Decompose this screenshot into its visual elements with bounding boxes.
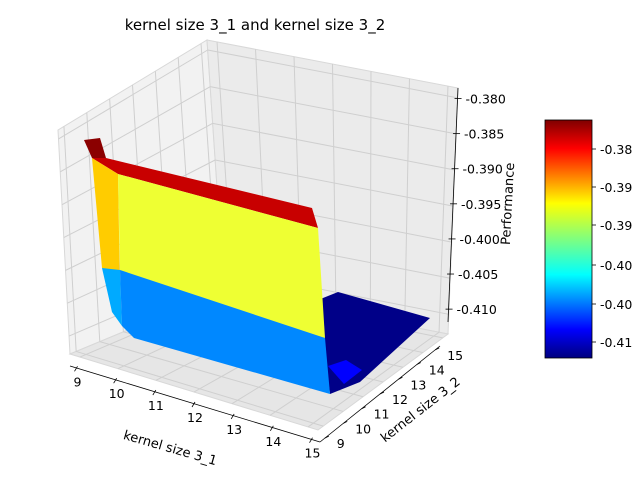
grid-line-x-wall: [332, 63, 337, 313]
x-tick-label: 12: [187, 410, 203, 425]
z-axis-label: Performance: [499, 162, 518, 245]
colorbar-tick-label: -0.39: [600, 180, 632, 195]
grid-line-x-wall: [369, 71, 372, 319]
y-tick-mark: [361, 406, 366, 410]
grid-line-x-wall: [404, 78, 410, 326]
grid-line-z-right: [210, 86, 457, 135]
z-tick-label: -0.395: [461, 197, 501, 212]
x-axis-label: kernel size 3_1: [121, 428, 218, 469]
y-tick-label: 13: [410, 377, 426, 392]
x-tick-mark: [191, 401, 196, 408]
x-tick-mark: [269, 425, 274, 432]
y-tick-mark: [398, 376, 403, 380]
z-tick-label: -0.405: [458, 267, 498, 282]
grid-line-y: [99, 341, 344, 412]
colorbar-tick-label: -0.41: [600, 335, 632, 350]
surface-ridge: [84, 138, 106, 158]
chart-title: kernel size 3_1 and kernel size 3_2: [125, 16, 386, 35]
z-axis: -0.380 -0.385 -0.390 -0.395 -0.400 -0.405 -0.4…: [445, 87, 518, 323]
grid-line-z-left: [59, 86, 211, 173]
x-tick-label: 10: [109, 386, 125, 401]
grid-line-z-right: [215, 159, 454, 207]
surface-lower-wall: [120, 270, 330, 394]
y-tick-mark: [416, 362, 421, 365]
grid-line-z-right: [207, 49, 458, 99]
colorbar-tick-label: -0.38: [600, 142, 632, 157]
x-tick-label: 15: [305, 446, 321, 461]
y-tick-label: 9: [337, 436, 345, 451]
colorbar-gradient: [544, 119, 593, 359]
surface-floor-strip: [328, 360, 362, 384]
grid-line-z-right: [212, 122, 455, 171]
z-tick-label: -0.390: [463, 162, 503, 177]
grid-line-z-left: [61, 122, 213, 206]
surface: [84, 138, 430, 394]
colorbar-tick-label: -0.40: [600, 297, 632, 312]
y-tick-mark: [435, 347, 440, 351]
y-tick-label: 14: [429, 363, 445, 378]
y-tick-mark: [343, 421, 348, 424]
x-tick-mark: [230, 413, 235, 420]
y-tick-label: 11: [374, 407, 390, 422]
surface-left-lower: [102, 268, 122, 326]
colorbar: -0.38 -0.39 -0.39 -0.40 -0.40 -0.41: [544, 119, 632, 359]
surface-left-edge: [92, 158, 120, 290]
y-tick-label: 10: [355, 421, 371, 436]
x-tick-mark: [74, 366, 78, 372]
colorbar-tick-label: -0.40: [600, 258, 632, 273]
x-tick-label: 14: [265, 434, 281, 449]
surface-top-band: [92, 158, 318, 228]
y-tick-mark: [379, 391, 385, 395]
x-tick-mark: [152, 389, 157, 396]
z-tick-label: -0.410: [457, 302, 497, 317]
x-tick-mark: [113, 377, 118, 384]
grid-line-x-wall: [438, 86, 449, 333]
y-tick-mark: [324, 435, 329, 439]
grid-line-y-wall: [63, 126, 77, 352]
x-tick-label: 11: [148, 398, 164, 413]
colorbar-tick-label: -0.39: [600, 218, 632, 233]
y-tick-label: 15: [447, 348, 463, 363]
z-tick-label: -0.380: [466, 92, 506, 107]
z-tick-label: -0.385: [464, 127, 504, 142]
z-tick-label: -0.400: [460, 232, 500, 247]
colorbar-tick-labels: -0.38 -0.39 -0.39 -0.40 -0.40 -0.41: [592, 142, 632, 350]
x-tick-labels: 9 10 11 12 13 14 15: [74, 366, 321, 461]
z-tick-labels: -0.380 -0.385 -0.390 -0.395 -0.400 -0.405 -0.4…: [445, 92, 506, 317]
grid-line-z-left: [58, 49, 208, 140]
x-tick-label: 13: [226, 422, 242, 437]
x-tick-label: 9: [74, 374, 82, 389]
grid-line-y: [76, 350, 324, 427]
y-tick-label: 12: [392, 392, 408, 407]
x-tick-mark: [309, 437, 313, 443]
